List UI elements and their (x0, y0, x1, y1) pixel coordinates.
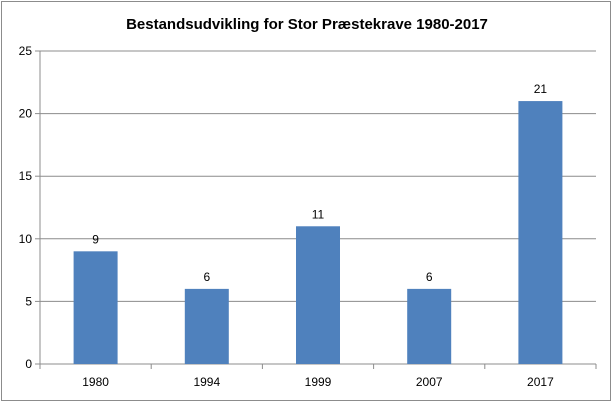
x-tick-label: 2007 (416, 375, 443, 389)
x-tick-label: 1980 (82, 375, 109, 389)
bar (184, 288, 229, 364)
x-tick-label: 1994 (193, 375, 220, 389)
data-label: 6 (426, 270, 433, 284)
data-label: 11 (312, 207, 325, 221)
data-label: 9 (92, 232, 99, 246)
data-label: 6 (203, 270, 210, 284)
x-tick-label: 1999 (305, 375, 332, 389)
y-tick-label: 5 (25, 294, 32, 308)
y-tick-label: 0 (25, 357, 32, 371)
y-tick-label: 20 (19, 107, 33, 121)
bar (518, 101, 563, 364)
bar (296, 226, 340, 364)
chart-title: Bestandsudvikling for Stor Præstekrave 1… (126, 16, 488, 33)
y-tick-label: 25 (19, 44, 33, 58)
x-tick-label: 2017 (527, 375, 554, 389)
y-tick-label: 15 (19, 169, 33, 183)
bar (73, 251, 118, 364)
data-label: 21 (534, 82, 548, 96)
bar (407, 288, 452, 364)
y-tick-label: 10 (19, 232, 33, 246)
